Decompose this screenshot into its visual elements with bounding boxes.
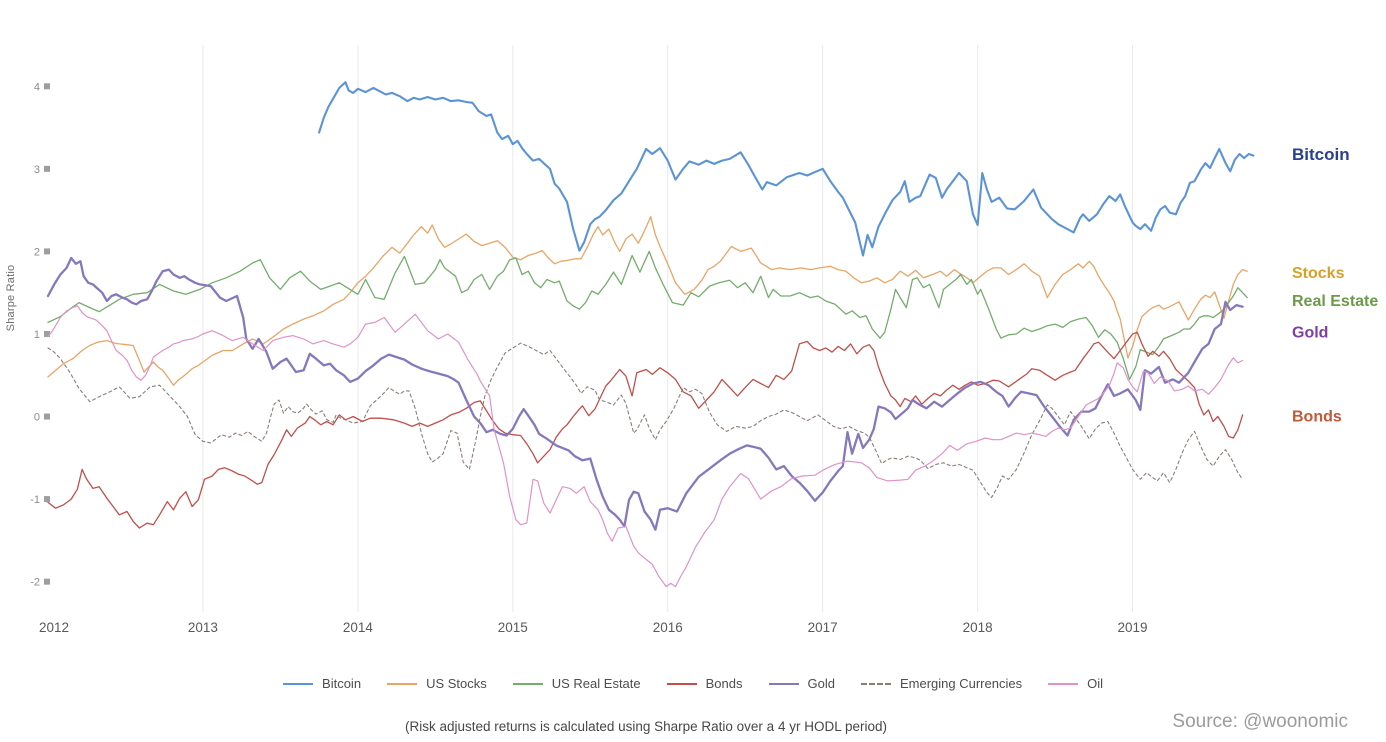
series-line-us-real-estate xyxy=(47,250,1248,381)
legend-swatch-icon xyxy=(1048,682,1079,685)
x-tick-label-2019: 2019 xyxy=(1118,620,1148,635)
legend-label: Emerging Currencies xyxy=(899,676,1023,691)
series-label-stocks: Stocks xyxy=(1292,265,1345,282)
legend-label: Bonds xyxy=(705,676,743,691)
legend-item-emerging-currencies[interactable]: Emerging Currencies xyxy=(860,676,1023,691)
y-tick-label-1: 1 xyxy=(34,329,40,341)
y-tick-marker xyxy=(44,578,50,585)
x-tick-label-2017: 2017 xyxy=(808,620,838,635)
series-line-gold xyxy=(46,256,1244,531)
x-tick-label-2014: 2014 xyxy=(343,620,374,635)
y-tick-marker xyxy=(44,330,50,337)
y-tick-label--2: -2 xyxy=(30,577,40,589)
sharpe-ratio-line-chart: -2 -1 0 1 2 3 4 2012 2013 2014 2015 2016 2017 2018 201… xyxy=(30,45,1378,635)
legend-item-gold[interactable]: Gold xyxy=(768,676,835,691)
chart-legend: Bitcoin US Stocks US Real Estate Bonds Gold E… xyxy=(0,676,1386,691)
x-tick-label-2015: 2015 xyxy=(498,620,528,635)
series-line-bitcoin xyxy=(318,81,1255,257)
legend-label: Bitcoin xyxy=(322,676,362,691)
series-line-bonds xyxy=(47,331,1244,529)
x-tick-label-2013: 2013 xyxy=(188,620,218,635)
legend-label: Oil xyxy=(1087,676,1103,691)
legend-item-bitcoin[interactable]: Bitcoin xyxy=(283,676,361,691)
series-label-bonds: Bonds xyxy=(1292,409,1342,426)
legend-swatch-icon xyxy=(283,682,314,685)
source-credit: Source: @woonomic xyxy=(1172,711,1348,732)
legend-swatch-icon xyxy=(512,682,543,685)
y-tick-marker xyxy=(44,165,50,172)
legend-swatch-icon xyxy=(666,682,697,685)
legend-label: US Stocks xyxy=(426,676,487,691)
y-tick-label--1: -1 xyxy=(30,494,40,506)
legend-swatch-icon xyxy=(387,682,418,685)
series-label-real-estate: Real Estate xyxy=(1292,293,1378,310)
y-tick-label-3: 3 xyxy=(34,164,40,176)
legend-item-us-real-estate[interactable]: US Real Estate xyxy=(512,676,641,691)
chart-footnote: (Risk adjusted returns is calculated usi… xyxy=(405,719,887,734)
y-tick-marker xyxy=(44,413,50,420)
series-line-oil xyxy=(47,305,1244,588)
legend-item-us-stocks[interactable]: US Stocks xyxy=(387,676,487,691)
legend-item-oil[interactable]: Oil xyxy=(1048,676,1103,691)
x-tick-label-2012: 2012 xyxy=(39,620,69,635)
x-tick-label-2018: 2018 xyxy=(963,620,993,635)
legend-swatch-icon xyxy=(768,682,799,685)
y-tick-marker xyxy=(44,496,50,503)
series-line-us-stocks xyxy=(47,216,1248,386)
y-axis-title: Sharpe Ratio xyxy=(5,264,17,332)
series-label-bitcoin: Bitcoin xyxy=(1292,145,1350,164)
series-label-gold: Gold xyxy=(1292,324,1328,341)
x-tick-label-2016: 2016 xyxy=(653,620,683,635)
series-line-emerging-currencies xyxy=(47,342,1244,499)
y-tick-marker xyxy=(44,248,50,255)
y-tick-label-2: 2 xyxy=(34,246,40,258)
y-tick-label-4: 4 xyxy=(34,81,40,93)
legend-swatch-icon xyxy=(860,682,891,685)
legend-label: US Real Estate xyxy=(551,676,641,691)
legend-item-bonds[interactable]: Bonds xyxy=(666,676,743,691)
legend-label: Gold xyxy=(807,676,835,691)
y-tick-marker xyxy=(44,83,50,90)
y-tick-label-0: 0 xyxy=(34,412,40,424)
